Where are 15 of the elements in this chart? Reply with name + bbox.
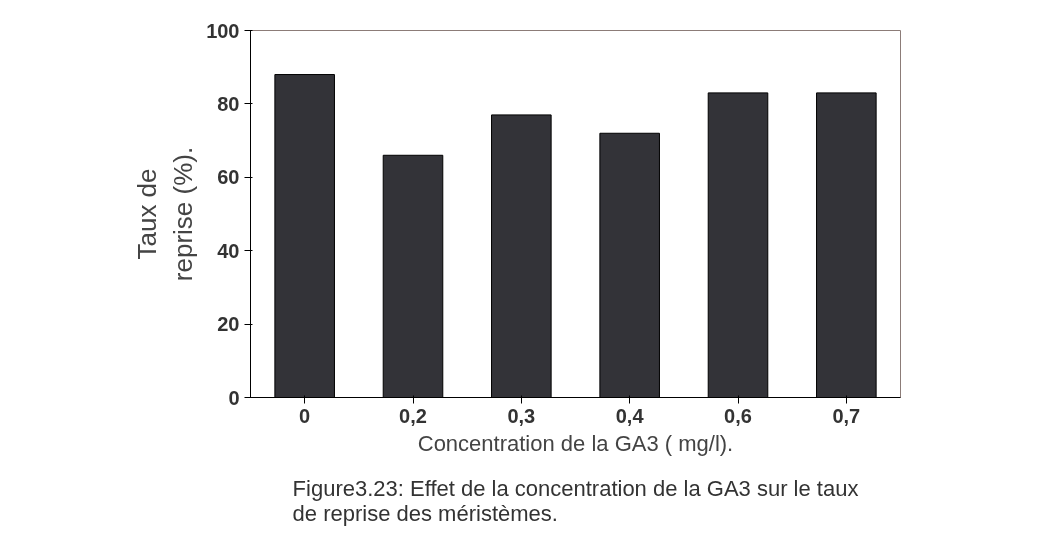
caption: Figure3.23: Effet de la concentration de la GA3 sur le taux de reprise des méristèmes. (292, 475, 859, 526)
y-tick-label: 20 (217, 313, 240, 336)
x-tick-label: 0 (299, 404, 311, 427)
x-tick-label: 0,2 (399, 404, 427, 427)
y-axis-title: Taux de reprise (%). (132, 146, 199, 282)
y-tick-label: 40 (217, 239, 240, 262)
x-axis-title: Concentration de la GA3 ( mg/l). (417, 430, 734, 456)
y-tick-label: 100 (206, 19, 240, 42)
x-tick-label: 0,4 (615, 404, 645, 427)
y-tick-label: 60 (217, 166, 240, 189)
x-tick-label: 0,7 (832, 404, 861, 427)
x-tick-label: 0,3 (507, 404, 536, 427)
y-tick-label: 0 (228, 386, 240, 409)
x-tick-label: 0,6 (724, 404, 752, 427)
y-tick-label: 80 (217, 92, 240, 115)
